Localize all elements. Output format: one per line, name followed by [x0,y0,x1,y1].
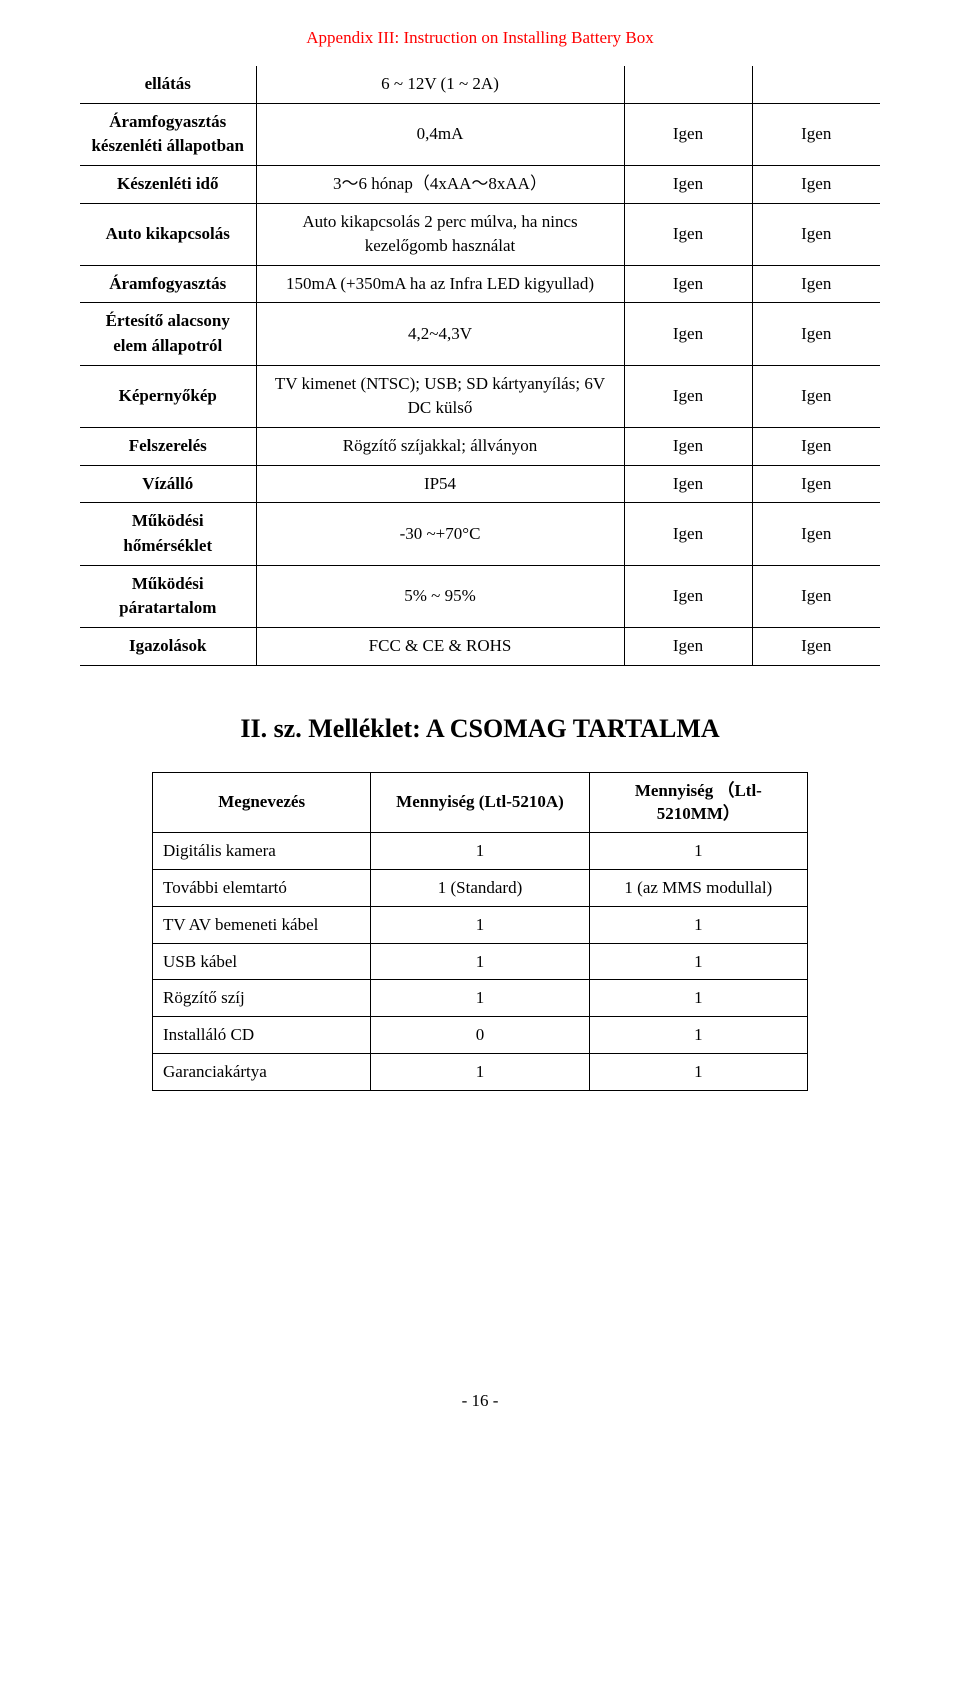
spec-col-a: Igen [624,265,752,303]
table-row: Áramfogyasztás150mA (+350mA ha az Infra … [80,265,880,303]
spec-label: Igazolások [80,627,256,665]
pkg-qty-a: 1 (Standard) [371,869,589,906]
spec-col-b: Igen [752,503,880,565]
spec-label: Vízálló [80,465,256,503]
table-row: KépernyőképTV kimenet (NTSC); USB; SD ká… [80,365,880,427]
spec-col-b: Igen [752,265,880,303]
spec-label: Működési hőmérséklet [80,503,256,565]
spec-col-a: Igen [624,303,752,365]
pkg-header-name: Megnevezés [153,772,371,833]
table-row: VízállóIP54IgenIgen [80,465,880,503]
spec-label: Áramfogyasztás készenléti állapotban [80,103,256,165]
table-row: Installáló CD01 [153,1017,808,1054]
spec-label: Felszerelés [80,428,256,466]
pkg-qty-a: 1 [371,906,589,943]
spec-col-a: Igen [624,428,752,466]
table-row: Auto kikapcsolásAuto kikapcsolás 2 perc … [80,203,880,265]
spec-value: 0,4mA [256,103,624,165]
table-row: IgazolásokFCC & CE & ROHSIgenIgen [80,627,880,665]
table-row: ellátás6 ~ 12V (1 ~ 2A) [80,66,880,103]
spec-label: Értesítő alacsony elem állapotról [80,303,256,365]
spec-label: Auto kikapcsolás [80,203,256,265]
pkg-name: Installáló CD [153,1017,371,1054]
page-number: - 16 - [80,1391,880,1411]
spec-col-b: Igen [752,103,880,165]
spec-value: 3～6 hónap（4xAA～8xAA） [256,165,624,203]
pkg-name: Digitális kamera [153,833,371,870]
pkg-qty-mm: 1 [589,980,807,1017]
table-row: Működési hőmérséklet-30 ~+70°CIgenIgen [80,503,880,565]
pkg-qty-mm: 1 [589,1017,807,1054]
spec-value: 5% ~ 95% [256,565,624,627]
spec-col-b [752,66,880,103]
spec-col-a [624,66,752,103]
package-table: Megnevezés Mennyiség (Ltl-5210A) Mennyis… [152,772,808,1091]
table-row: Rögzítő szíj11 [153,980,808,1017]
pkg-qty-mm: 1 [589,943,807,980]
pkg-name: Garanciakártya [153,1053,371,1090]
spec-value: IP54 [256,465,624,503]
spec-value: -30 ~+70°C [256,503,624,565]
pkg-qty-mm: 1 [589,1053,807,1090]
table-row: TV AV bemeneti kábel11 [153,906,808,943]
spec-value: TV kimenet (NTSC); USB; SD kártyanyílás;… [256,365,624,427]
table-row: Működési páratartalom5% ~ 95%IgenIgen [80,565,880,627]
spec-col-a: Igen [624,365,752,427]
pkg-qty-a: 0 [371,1017,589,1054]
spec-value: 150mA (+350mA ha az Infra LED kigyullad) [256,265,624,303]
pkg-qty-a: 1 [371,943,589,980]
spec-table: ellátás6 ~ 12V (1 ~ 2A)Áramfogyasztás ké… [80,66,880,666]
spec-col-b: Igen [752,303,880,365]
table-row: Áramfogyasztás készenléti állapotban0,4m… [80,103,880,165]
pkg-name: További elemtartó [153,869,371,906]
spec-col-a: Igen [624,565,752,627]
pkg-name: Rögzítő szíj [153,980,371,1017]
pkg-header-qty-a: Mennyiség (Ltl-5210A) [371,772,589,833]
spec-label: Működési páratartalom [80,565,256,627]
pkg-qty-a: 1 [371,980,589,1017]
table-row: FelszerelésRögzítő szíjakkal; állványonI… [80,428,880,466]
spec-col-a: Igen [624,465,752,503]
spec-label: ellátás [80,66,256,103]
spec-col-b: Igen [752,428,880,466]
pkg-name: USB kábel [153,943,371,980]
pkg-qty-a: 1 [371,833,589,870]
spec-col-b: Igen [752,165,880,203]
table-row: Garanciakártya11 [153,1053,808,1090]
spec-col-b: Igen [752,365,880,427]
spec-col-a: Igen [624,503,752,565]
spec-col-b: Igen [752,465,880,503]
section-title: II. sz. Melléklet: A CSOMAG TARTALMA [80,714,880,744]
pkg-qty-a: 1 [371,1053,589,1090]
page-header: Appendix III: Instruction on Installing … [80,28,880,48]
pkg-qty-mm: 1 [589,906,807,943]
spec-value: Auto kikapcsolás 2 perc múlva, ha nincs … [256,203,624,265]
pkg-name: TV AV bemeneti kábel [153,906,371,943]
spec-col-a: Igen [624,103,752,165]
spec-value: 6 ~ 12V (1 ~ 2A) [256,66,624,103]
spec-label: Képernyőkép [80,365,256,427]
spec-label: Készenléti idő [80,165,256,203]
spec-label: Áramfogyasztás [80,265,256,303]
spec-col-b: Igen [752,627,880,665]
spec-value: 4,2~4,3V [256,303,624,365]
spec-col-a: Igen [624,203,752,265]
table-row: Értesítő alacsony elem állapotról4,2~4,3… [80,303,880,365]
table-row: Készenléti idő3～6 hónap（4xAA～8xAA）IgenIg… [80,165,880,203]
spec-col-b: Igen [752,565,880,627]
pkg-header-qty-mm: Mennyiség （Ltl-5210MM） [589,772,807,833]
table-row: További elemtartó1 (Standard)1 (az MMS m… [153,869,808,906]
spec-value: FCC & CE & ROHS [256,627,624,665]
spec-col-b: Igen [752,203,880,265]
table-row: Digitális kamera11 [153,833,808,870]
table-row: USB kábel11 [153,943,808,980]
spec-col-a: Igen [624,165,752,203]
pkg-qty-mm: 1 (az MMS modullal) [589,869,807,906]
pkg-qty-mm: 1 [589,833,807,870]
spec-col-a: Igen [624,627,752,665]
spec-value: Rögzítő szíjakkal; állványon [256,428,624,466]
